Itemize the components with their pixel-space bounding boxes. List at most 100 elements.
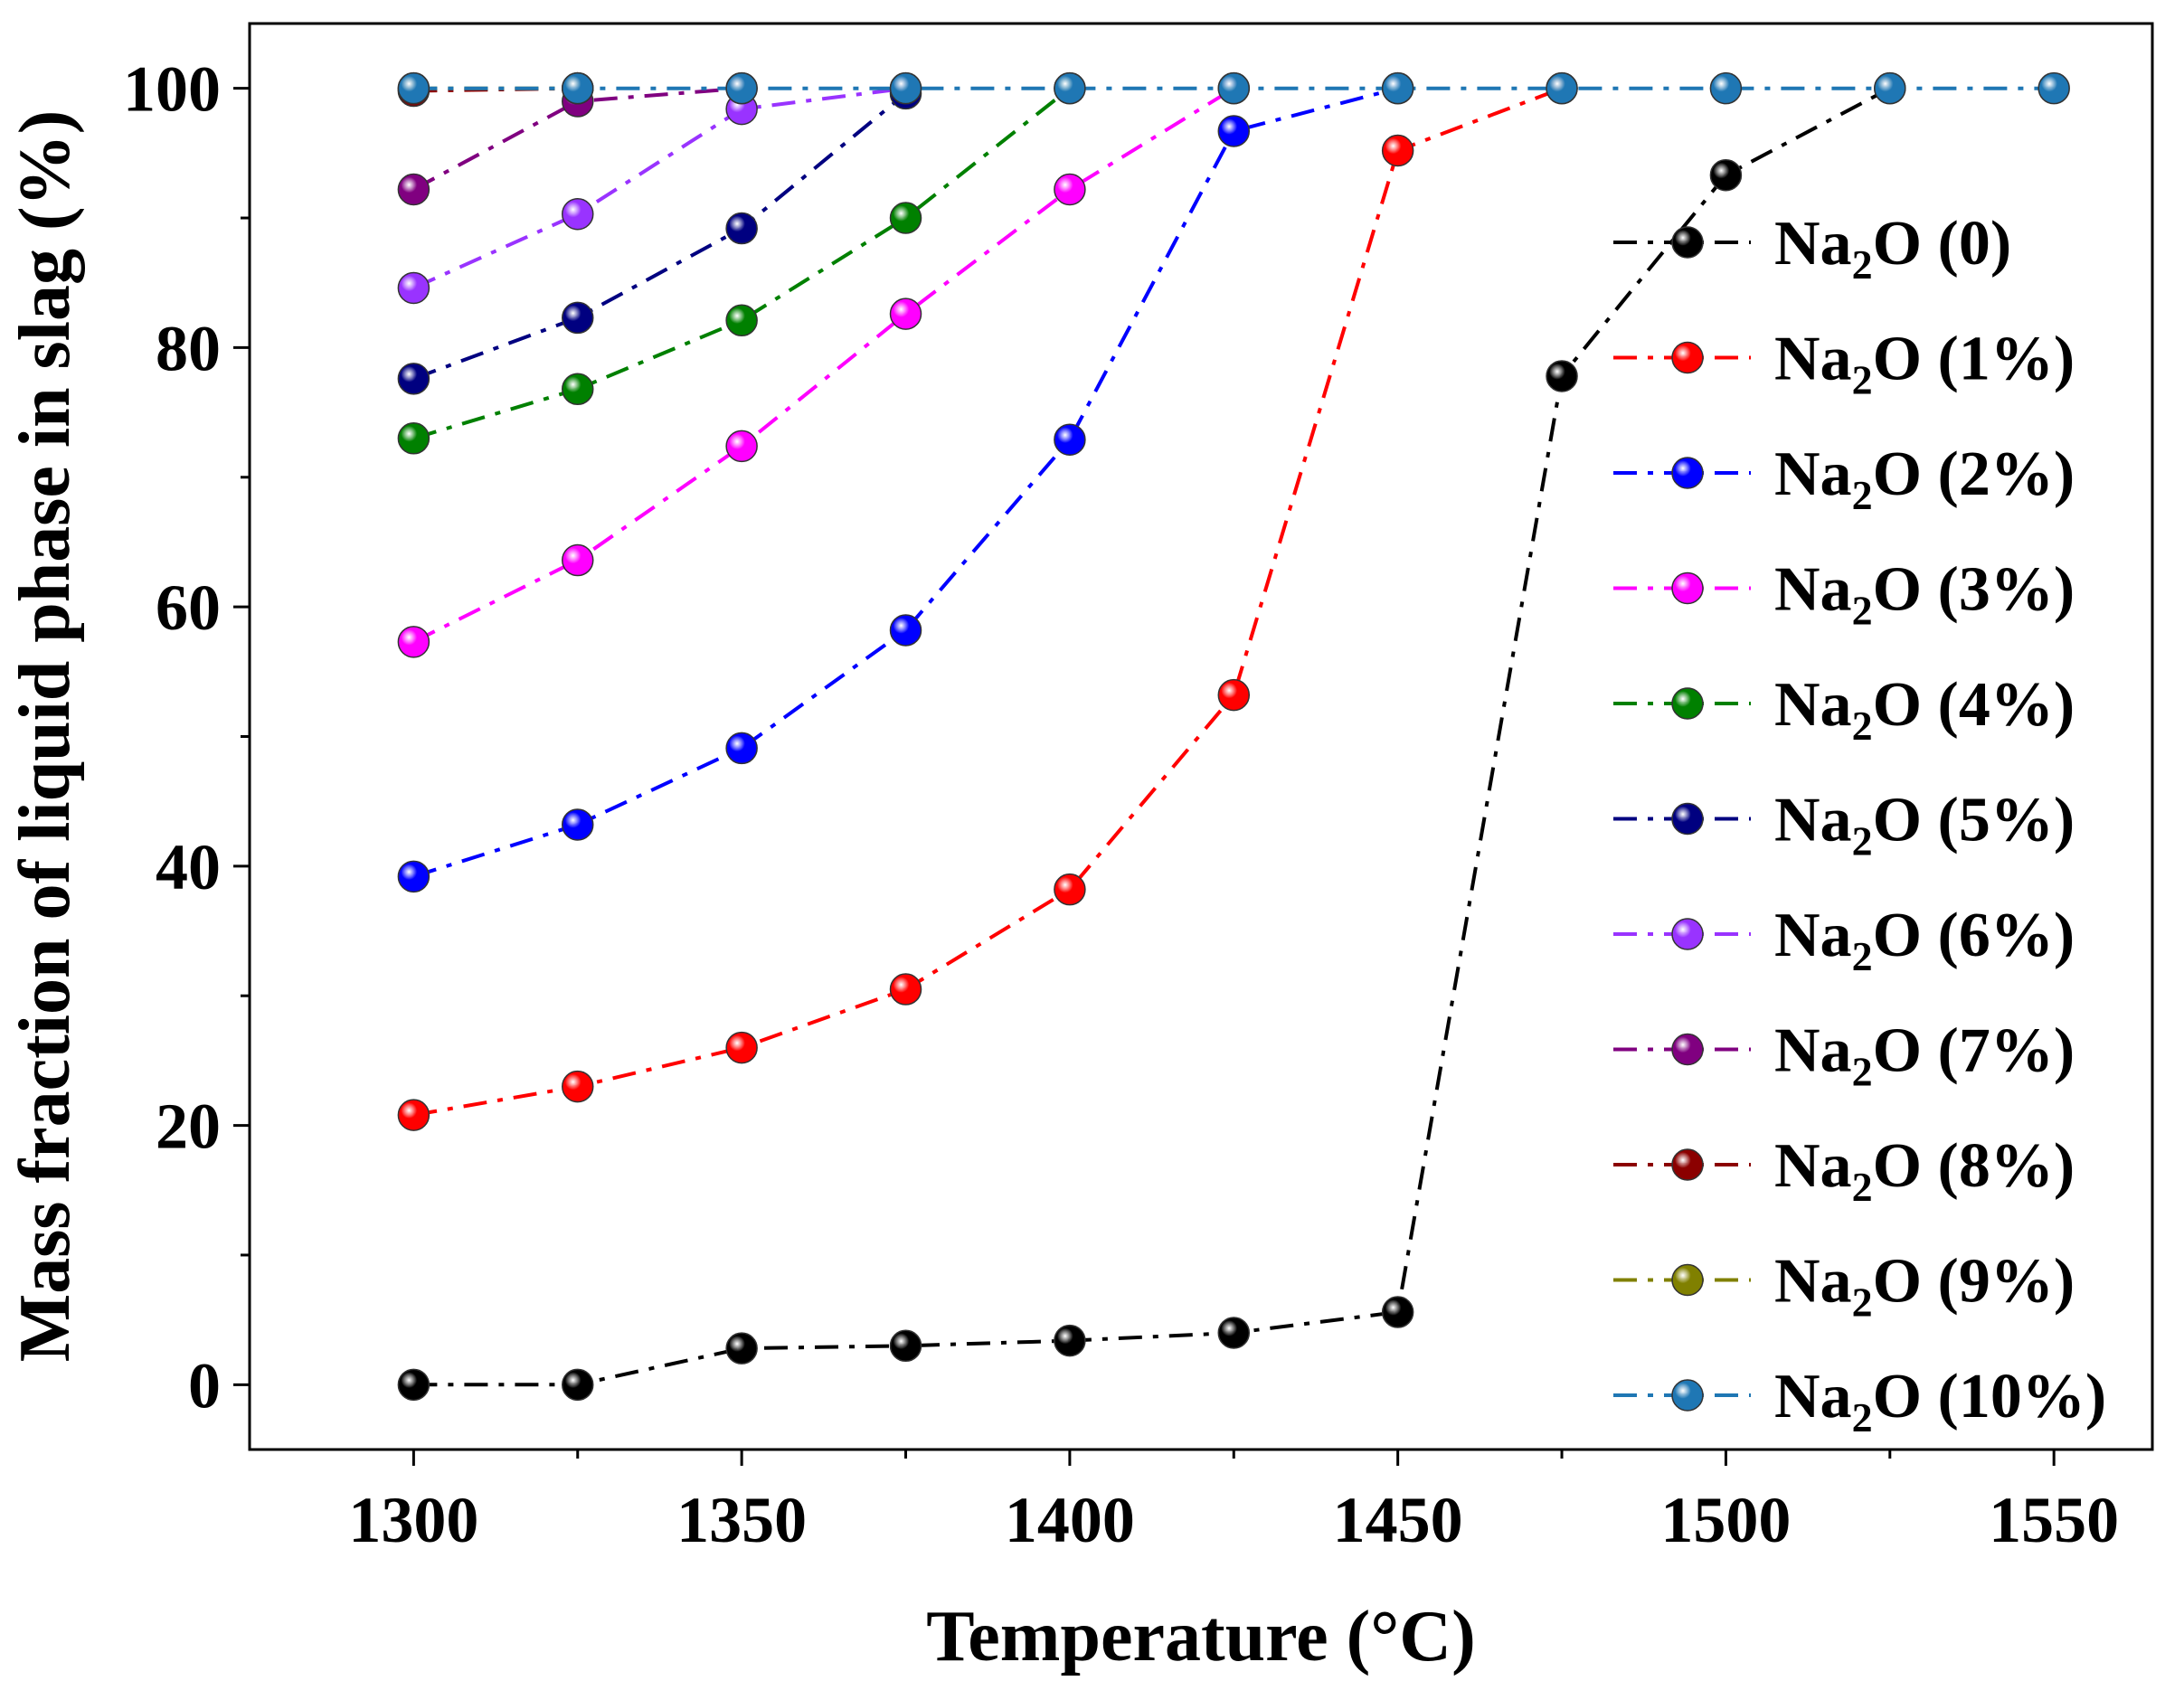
legend-item: Na2O (8%) [1613,1131,2075,1210]
data-point [397,363,430,395]
series-line [413,86,1563,1118]
data-point [562,1070,594,1103]
data-point [1381,1296,1414,1328]
data-point [2037,71,2070,105]
legend-label: Na2O (9%) [1774,1247,2075,1326]
data-point [1054,423,1086,456]
series-5 [397,77,922,395]
legend-marker [1671,457,1704,489]
legend: Na2O (0) Na2O (1%) Na2O (2%) Na2O (3%) Na2O … [1613,209,2106,1440]
y-tick-label: 60 [156,571,221,644]
legend-item: Na2O (1%) [1613,325,2075,403]
legend-marker [1671,1033,1704,1066]
legend-marker [1671,226,1704,259]
series-line [412,86,742,192]
data-point [397,626,430,658]
legend-label: Na2O (6%) [1774,901,2075,979]
legend-marker [1671,918,1704,950]
data-point [562,373,594,406]
data-point [1054,173,1086,206]
series-line [412,87,1072,440]
data-point [725,430,758,463]
legend-item: Na2O (9%) [1613,1247,2075,1326]
series-line [412,86,1235,644]
y-tick-label: 20 [156,1091,221,1163]
series-4 [397,71,1086,455]
legend-item: Na2O (3%) [1613,555,2075,634]
legend-marker [1671,341,1704,374]
legend-marker [1671,687,1704,720]
data-point [397,71,430,105]
x-tick-label: 1450 [1333,1484,1463,1556]
series-6 [397,71,922,305]
series-0 [397,71,1906,1402]
y-tick-label: 40 [156,831,221,903]
data-point [1217,71,1251,105]
series-layer [397,71,2070,1402]
x-tick-label: 1350 [676,1484,807,1556]
data-point [889,614,922,647]
y-axis-title: Mass fraction of liquid phase in slag (%… [5,110,85,1363]
data-point [397,271,430,305]
legend-label: Na2O (5%) [1774,786,2075,864]
legend-label: Na2O (7%) [1774,1016,2075,1095]
data-point [1217,1317,1251,1349]
x-tick-label: 1550 [1989,1484,2119,1556]
legend-marker [1671,1263,1704,1297]
data-point [562,808,594,841]
legend-marker [1671,1379,1704,1412]
data-point [1709,158,1743,192]
legend-label: Na2O (10%) [1774,1362,2106,1440]
data-point [1054,1324,1086,1357]
series-1 [397,71,1578,1131]
series-line [412,86,906,290]
legend-item: Na2O (4%) [1613,670,2075,749]
data-point [1381,71,1414,105]
legend-marker [1671,1148,1704,1181]
data-point [725,732,758,765]
data-point [562,1368,594,1402]
data-point [725,1031,758,1064]
data-point [725,212,758,245]
data-point [725,71,758,105]
data-point [1054,873,1086,906]
data-point [889,202,922,234]
data-point [397,422,430,455]
data-point [562,197,594,231]
data-point [562,543,594,577]
legend-item: Na2O (5%) [1613,786,2075,864]
data-point [1054,71,1086,105]
legend-label: Na2O (3%) [1774,555,2075,634]
legend-label: Na2O (2%) [1774,439,2075,518]
data-point [1546,360,1578,392]
data-point [889,973,922,1006]
y-tick-label: 80 [156,312,221,384]
series-2 [397,71,1414,893]
legend-label: Na2O (1%) [1774,325,2075,403]
series-10 [397,71,2070,105]
legend-item: Na2O (7%) [1613,1016,2075,1095]
legend-item: Na2O (0) [1613,209,2011,288]
data-point [397,1368,430,1402]
data-point [397,1099,430,1131]
data-point [397,860,430,893]
data-point [1709,71,1743,105]
legend-item: Na2O (2%) [1613,439,2075,518]
legend-marker [1671,802,1704,836]
legend-label: Na2O (4%) [1774,670,2075,749]
data-point [1217,115,1251,147]
data-point [725,304,758,337]
data-point [397,173,430,206]
legend-label: Na2O (0) [1774,209,2011,288]
data-point [725,1332,758,1365]
data-point [889,71,922,105]
data-point [1874,71,1906,105]
series-line [412,91,907,381]
data-point [1217,678,1251,712]
data-point [1381,134,1414,167]
data-point [889,1329,922,1363]
data-point [889,297,922,330]
x-axis-ticks: 1300 1350 1400 1450 1500 1550 [348,1450,2119,1556]
